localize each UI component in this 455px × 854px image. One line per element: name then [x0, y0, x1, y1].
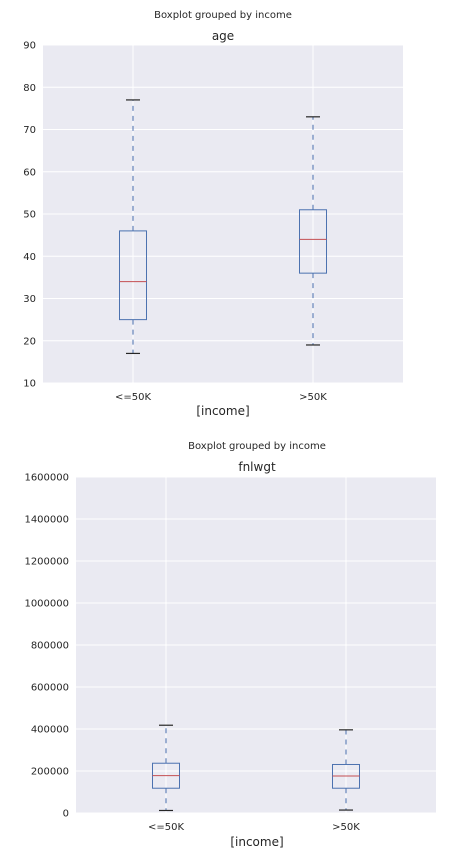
y-tick-label: 70: [23, 125, 36, 136]
chart-2-y-ticks: 0 200000 400000 600000 800000 1000000 1200000 1…: [24, 473, 69, 820]
y-tick-label: 90: [23, 41, 36, 52]
y-tick-label: 80: [23, 83, 36, 94]
chart-2-suptitle: Boxplot grouped by income: [188, 441, 326, 452]
y-tick-label: 1600000: [24, 473, 69, 484]
y-tick-label: 800000: [31, 641, 69, 652]
chart-1-x-ticks: <=50K >50K: [115, 392, 327, 403]
chart-1-title: age: [212, 29, 234, 43]
chart-2-grid: [76, 476, 436, 814]
chart-2-x-label: [income]: [230, 835, 283, 849]
y-tick-label: 10: [23, 379, 36, 390]
y-tick-label: 0: [63, 809, 69, 820]
y-tick-label: 50: [23, 210, 36, 221]
x-tick-label: >50K: [332, 822, 360, 833]
x-tick-label: >50K: [299, 392, 327, 403]
y-tick-label: 40: [23, 252, 36, 263]
y-tick-label: 30: [23, 294, 36, 305]
y-tick-label: 200000: [31, 767, 69, 778]
chart-2-title: fnlwgt: [238, 460, 276, 474]
chart-1-x-label: [income]: [196, 404, 249, 418]
chart-1-suptitle: Boxplot grouped by income: [154, 10, 292, 21]
chart-2-x-ticks: <=50K >50K: [148, 822, 360, 833]
y-tick-label: 1200000: [24, 557, 69, 568]
chart-1-boxes: [119, 99, 327, 355]
y-tick-label: 600000: [31, 683, 69, 694]
box-iqr: [299, 209, 327, 274]
y-tick-label: 400000: [31, 725, 69, 736]
chart-1-y-ticks: 10 20 30 40 50 60 70 80 90: [23, 41, 36, 390]
y-tick-label: 20: [23, 336, 36, 347]
fnlwgt-boxplot: Boxplot grouped by income fnlwgt 0 200000…: [24, 441, 436, 849]
y-tick-label: 1400000: [24, 515, 69, 526]
box-iqr: [119, 230, 147, 321]
y-tick-label: 1000000: [24, 599, 69, 610]
x-tick-label: <=50K: [115, 392, 151, 403]
age-boxplot: Boxplot grouped by income age 10 20 30 40 50…: [23, 10, 403, 418]
chart-2-boxes: [152, 724, 360, 812]
y-tick-label: 60: [23, 167, 36, 178]
x-tick-label: <=50K: [148, 822, 184, 833]
